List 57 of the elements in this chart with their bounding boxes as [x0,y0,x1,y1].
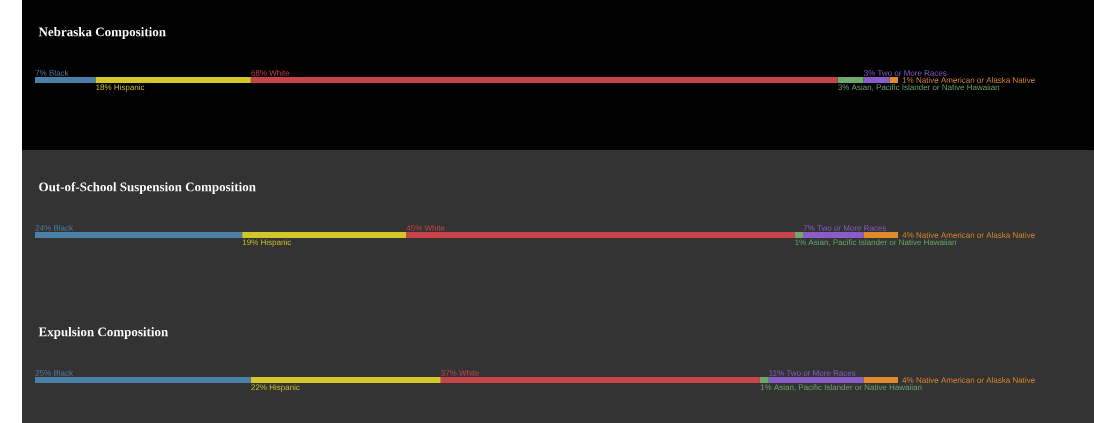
data-label: 1% [760,384,772,391]
series-label: Asian, Pacific Islander or Native Hawaiian [808,239,956,247]
data-label: 11% [769,370,784,376]
bar [250,377,441,383]
bar [35,232,243,238]
series-label: Black [54,369,74,376]
bar [889,77,899,83]
data-label: 7% [803,225,815,231]
text: Native American or Alaska Native [916,232,1035,238]
bar [95,77,251,83]
chart-title: Nebraska Composition [38,27,166,39]
data-label: 4% [902,232,914,238]
data-label: 1% [902,77,914,83]
data-label: 45% [406,225,423,231]
series-label: Hispanic [261,239,292,247]
bar [803,232,864,238]
series-label: White [269,69,290,76]
data-label: 7% [35,70,47,76]
data-label: 68% [251,70,267,76]
text: Native American or Alaska Native [916,77,1035,83]
chart-title: Expulsion Composition [38,327,169,339]
chart-title: Out-of-School Suspension Composition [39,182,256,194]
data-label: 24% [35,225,51,231]
series-label: Two or More Races [786,370,856,376]
data-label: 4% [902,377,914,383]
data-label: 19% [242,239,259,246]
bar [242,232,407,238]
bar [440,377,760,383]
series-label: Black [49,69,69,76]
series-label: Hispanic [269,384,300,392]
bar [35,377,251,383]
bar [250,77,838,83]
series-label: White [459,369,480,376]
data-label: 37% [441,370,457,376]
bar [794,232,804,238]
data-label: 18% [96,84,112,91]
bar [406,232,795,238]
series-label: Hispanic [114,84,145,92]
bar [863,77,890,83]
series-label: Two or More Races [877,70,947,76]
text: Native American or Alaska Native [916,377,1035,383]
bar [863,232,899,238]
bar [35,77,96,83]
data-label: 3% [863,70,875,76]
series-label: White [424,224,445,231]
data-label: 3% [838,84,850,91]
bar [768,377,864,383]
bar [863,377,899,383]
bar [837,77,864,83]
series-label: Asian, Pacific Islander or Native Hawaiian [851,84,1000,92]
bar [759,377,769,383]
data-label: 25% [35,370,51,376]
series-label: Two or More Races [817,225,887,231]
series-label: Asian, Pacific Islander or Native Hawaiian [773,384,922,392]
data-label: 22% [251,384,267,391]
data-label: 1% [795,239,806,246]
series-label: Black [54,224,74,231]
